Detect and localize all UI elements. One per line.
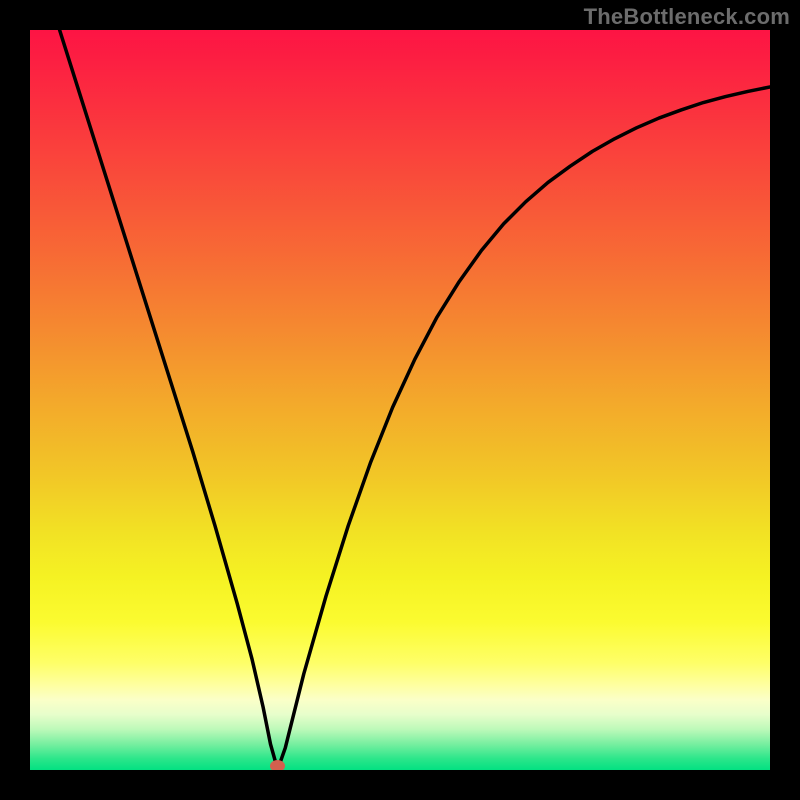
bottleneck-curve [30, 30, 770, 770]
plot-area [30, 30, 770, 770]
chart-frame: TheBottleneck.com [0, 0, 800, 800]
vertex-marker [270, 760, 285, 770]
watermark-text: TheBottleneck.com [584, 4, 790, 30]
